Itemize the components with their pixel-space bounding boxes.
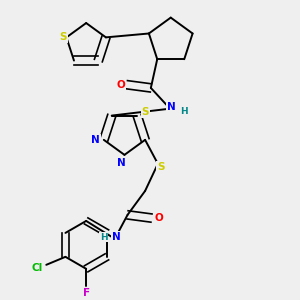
Text: H: H	[181, 107, 188, 116]
Text: N: N	[112, 232, 121, 242]
Text: Cl: Cl	[32, 263, 43, 273]
Text: N: N	[92, 135, 100, 145]
Text: S: S	[157, 162, 165, 172]
Text: S: S	[59, 32, 67, 42]
Text: O: O	[154, 213, 163, 223]
Text: N: N	[167, 102, 176, 112]
Text: H: H	[100, 233, 107, 242]
Text: O: O	[116, 80, 125, 90]
Text: S: S	[142, 107, 149, 117]
Text: N: N	[117, 158, 126, 168]
Text: F: F	[82, 288, 90, 298]
